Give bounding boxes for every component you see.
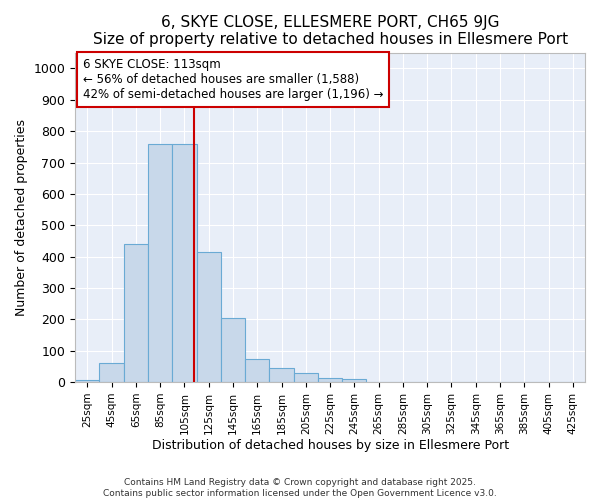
- Bar: [75, 380, 100, 382]
- Bar: [197, 252, 221, 382]
- Title: 6, SKYE CLOSE, ELLESMERE PORT, CH65 9JG
Size of property relative to detached ho: 6, SKYE CLOSE, ELLESMERE PORT, CH65 9JG …: [92, 15, 568, 48]
- Bar: [342, 379, 367, 382]
- Bar: [269, 368, 293, 382]
- Bar: [100, 364, 124, 382]
- Text: 6 SKYE CLOSE: 113sqm
← 56% of detached houses are smaller (1,588)
42% of semi-de: 6 SKYE CLOSE: 113sqm ← 56% of detached h…: [83, 58, 383, 100]
- Bar: [293, 374, 318, 382]
- X-axis label: Distribution of detached houses by size in Ellesmere Port: Distribution of detached houses by size …: [152, 440, 509, 452]
- Y-axis label: Number of detached properties: Number of detached properties: [15, 119, 28, 316]
- Bar: [221, 318, 245, 382]
- Bar: [245, 358, 269, 382]
- Bar: [318, 378, 342, 382]
- Bar: [148, 144, 172, 382]
- Text: Contains HM Land Registry data © Crown copyright and database right 2025.
Contai: Contains HM Land Registry data © Crown c…: [103, 478, 497, 498]
- Bar: [172, 144, 197, 382]
- Bar: [124, 244, 148, 382]
